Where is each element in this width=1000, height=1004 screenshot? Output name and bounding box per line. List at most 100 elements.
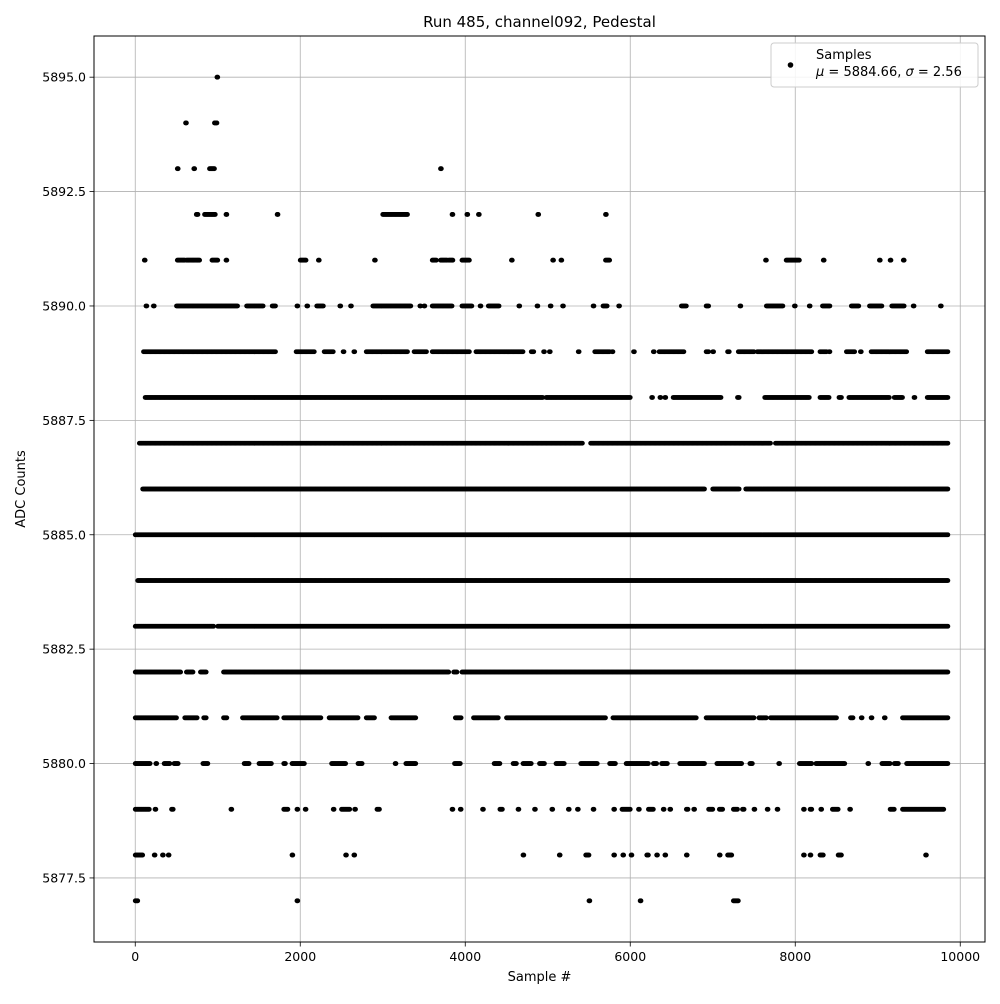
data-point [912,304,917,309]
data-point [510,258,515,263]
data-point [215,258,220,263]
data-point [663,395,668,400]
data-point [681,349,686,354]
data-point [737,395,742,400]
data-point [702,487,707,492]
data-point [706,304,711,309]
data-point [352,349,357,354]
data-point [879,304,884,309]
data-point [224,258,229,263]
data-point [604,212,609,217]
data-point [434,258,439,263]
data-point [737,487,742,492]
data-point [912,395,917,400]
data-point [797,258,802,263]
data-point [321,304,326,309]
data-point [945,532,950,537]
data-point [424,349,429,354]
data-point [658,395,663,400]
data-point [617,304,622,309]
data-point [945,395,950,400]
data-point [945,487,950,492]
data-point [580,441,585,446]
data-point [828,304,833,309]
data-point [450,304,455,309]
data-point [727,349,732,354]
data-point [945,441,950,446]
data-point [628,395,633,400]
data-point [467,349,472,354]
data-point [828,349,833,354]
data-point [184,121,189,126]
data-point [373,258,378,263]
data-point [902,258,907,263]
data-point [276,212,281,217]
data-point [405,349,410,354]
data-point [889,258,894,263]
data-point [577,349,582,354]
data-point [536,212,541,217]
data-point [224,212,229,217]
data-point [273,304,278,309]
data-point [312,349,317,354]
data-point [176,166,181,171]
data-point [768,441,773,446]
data-point [706,349,711,354]
data-point [611,349,616,354]
data-point [780,304,785,309]
data-point [878,258,883,263]
data-point [904,349,909,354]
data-point [764,258,769,263]
data-point [542,349,547,354]
data-point [605,304,610,309]
data-point [887,395,892,400]
data-point [559,258,564,263]
data-point [531,349,536,354]
data-point [711,349,716,354]
data-point [902,304,907,309]
data-point [808,304,813,309]
data-point [793,304,798,309]
data-point [517,304,522,309]
data-point [939,304,944,309]
data-point [684,304,689,309]
data-point [900,395,905,400]
data-point [807,395,812,400]
data-point [305,304,310,309]
data-point [592,304,597,309]
data-point [331,349,336,354]
data-point [317,258,322,263]
data-point [408,304,413,309]
data-point [273,349,278,354]
data-point [197,258,202,263]
data-point [477,212,482,217]
data-point [497,304,502,309]
data-point [535,304,540,309]
data-point [235,304,240,309]
data-point [215,75,220,80]
data-point [450,258,455,263]
data-point [809,349,814,354]
data-point [465,212,470,217]
data-point [143,258,148,263]
data-point [548,349,553,354]
data-point [349,304,354,309]
data-point [650,395,655,400]
data-point [469,304,474,309]
data-point [856,304,861,309]
data-point [839,395,844,400]
data-point [213,212,218,217]
data-point [192,166,197,171]
data-point [719,395,724,400]
data-point [144,304,149,309]
data-point [152,304,157,309]
data-point [196,212,201,217]
data-point [261,304,266,309]
data-point [450,212,455,217]
data-point [521,349,526,354]
data-point [295,304,300,309]
data-point [632,349,637,354]
